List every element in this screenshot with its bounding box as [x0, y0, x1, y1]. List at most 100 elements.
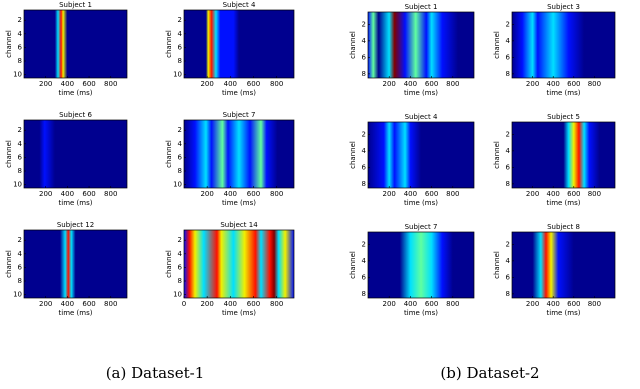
y-tick-label: 4: [362, 257, 367, 265]
plot-frame: [367, 121, 475, 189]
y-tick-label: 2: [178, 236, 182, 244]
y-tick-label: 8: [18, 277, 22, 285]
y-tick-label: 8: [18, 57, 22, 65]
panel-title: Subject 3: [547, 3, 580, 11]
x-axis-label: time (ms): [59, 199, 93, 207]
heatmap: [368, 232, 474, 298]
y-tick-label: 4: [362, 37, 367, 45]
y-tick-label: 4: [18, 140, 23, 148]
y-tick-label: 2: [506, 130, 510, 138]
x-tick-label: 600: [425, 80, 438, 88]
x-tick-label: 400: [224, 80, 237, 88]
y-tick-label: 6: [178, 43, 183, 51]
y-tick-label: 8: [178, 57, 182, 65]
x-axis-label: time (ms): [404, 199, 438, 207]
panel-title: Subject 6: [59, 111, 92, 119]
x-tick-label: 600: [82, 80, 95, 88]
y-tick-label: 4: [506, 147, 511, 155]
x-tick-label: 600: [247, 300, 260, 308]
panel-title: Subject 4: [405, 113, 438, 121]
y-tick-label: 6: [362, 273, 367, 281]
y-tick-label: 8: [362, 70, 366, 78]
x-tick-label: 400: [224, 300, 237, 308]
y-tick-label: 10: [173, 291, 182, 299]
y-tick-label: 4: [178, 140, 183, 148]
panel-title: Subject 4: [223, 1, 256, 9]
panel-title: Subject 7: [223, 111, 256, 119]
caption: (b) Dataset-2: [440, 364, 539, 382]
x-tick-label: 800: [270, 80, 283, 88]
y-tick-label: 6: [506, 273, 511, 281]
x-tick-label: 800: [588, 300, 601, 308]
panel-title: Subject 12: [57, 221, 94, 229]
y-tick-label: 8: [18, 167, 22, 175]
x-tick-label: 600: [247, 80, 260, 88]
x-tick-label: 800: [588, 190, 601, 198]
y-tick-label: 2: [506, 20, 510, 28]
x-tick-label: 800: [588, 80, 601, 88]
plot-frame: [183, 119, 295, 189]
y-tick-label: 6: [18, 153, 23, 161]
heatmap: [512, 232, 615, 298]
y-tick-label: 2: [362, 20, 366, 28]
x-axis-label: time (ms): [404, 89, 438, 97]
x-axis-label: time (ms): [222, 199, 256, 207]
y-tick-label: 6: [362, 163, 367, 171]
plot-frame: [511, 121, 616, 189]
y-tick-label: 4: [362, 147, 367, 155]
y-tick-label: 6: [362, 53, 367, 61]
heatmap: [184, 120, 294, 188]
x-tick-label: 600: [425, 190, 438, 198]
heatmap: [368, 12, 474, 78]
x-tick-label: 600: [567, 80, 580, 88]
y-tick-label: 8: [506, 290, 510, 298]
x-tick-label: 200: [526, 300, 539, 308]
y-tick-label: 8: [178, 277, 182, 285]
x-tick-label: 600: [567, 300, 580, 308]
x-tick-label: 400: [404, 80, 417, 88]
x-tick-label: 400: [61, 300, 74, 308]
y-tick-label: 10: [173, 71, 182, 79]
y-tick-label: 6: [506, 163, 511, 171]
plot-frame: [511, 11, 616, 79]
x-tick-label: 600: [247, 190, 260, 198]
x-tick-label: 800: [270, 190, 283, 198]
y-tick-label: 2: [506, 240, 510, 248]
y-axis-label: channel: [349, 31, 357, 59]
x-axis-label: time (ms): [222, 309, 256, 317]
x-tick-label: 800: [446, 80, 459, 88]
x-tick-label: 800: [446, 300, 459, 308]
plot-frame: [23, 9, 128, 79]
plot-frame: [183, 9, 295, 79]
x-tick-label: 200: [383, 80, 396, 88]
y-axis-label: channel: [493, 251, 501, 279]
panel-title: Subject 8: [547, 223, 580, 231]
x-tick-label: 400: [61, 80, 74, 88]
x-tick-label: 400: [547, 300, 560, 308]
x-axis-label: time (ms): [547, 309, 581, 317]
y-tick-label: 10: [173, 181, 182, 189]
x-tick-label: 800: [104, 300, 117, 308]
x-tick-label: 200: [526, 190, 539, 198]
plot-frame: [367, 231, 475, 299]
x-tick-label: 200: [526, 80, 539, 88]
y-tick-label: 8: [506, 70, 510, 78]
x-tick-label: 600: [82, 300, 95, 308]
heatmap: [24, 120, 127, 188]
caption: (a) Dataset-1: [106, 364, 205, 382]
plot-frame: [23, 119, 128, 189]
x-tick-label: 200: [200, 300, 213, 308]
heatmap: [512, 12, 615, 78]
x-tick-label: 800: [104, 80, 117, 88]
y-tick-label: 4: [18, 30, 23, 38]
x-tick-label: 200: [39, 80, 52, 88]
y-tick-label: 6: [18, 43, 23, 51]
panel-title: Subject 1: [405, 3, 438, 11]
plot-frame: [367, 11, 475, 79]
y-tick-label: 2: [178, 16, 182, 24]
plot-frame: [23, 229, 128, 299]
y-tick-label: 8: [178, 167, 182, 175]
y-tick-label: 10: [13, 181, 22, 189]
y-axis-label: channel: [5, 250, 13, 278]
